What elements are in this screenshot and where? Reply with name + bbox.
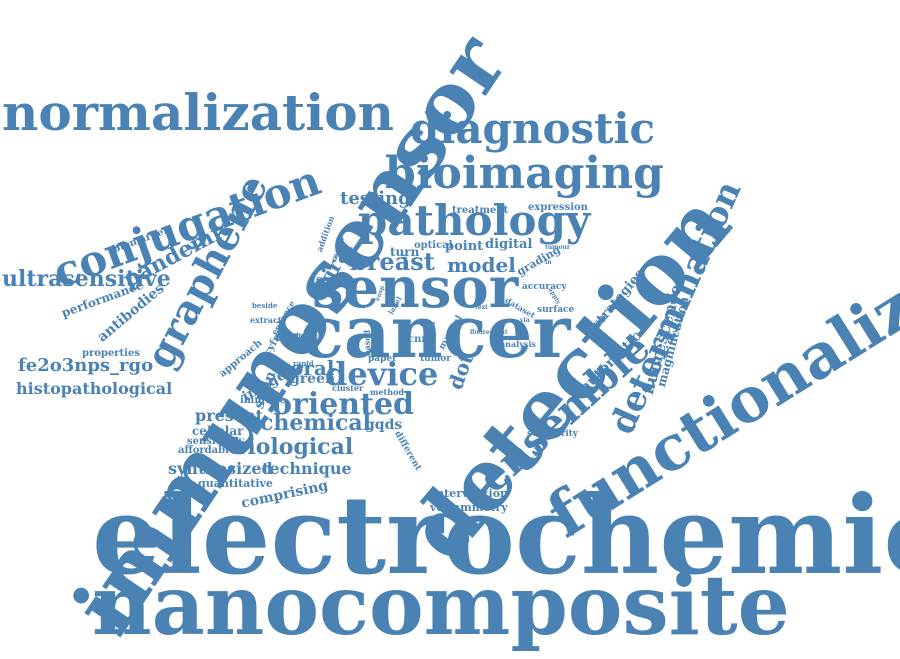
word: quantitative	[198, 477, 273, 490]
word: oriented	[272, 387, 415, 422]
word: pathology	[358, 196, 591, 245]
word: green	[290, 371, 336, 387]
word: extract	[250, 315, 282, 325]
word: selectivity	[527, 429, 579, 439]
word: tumor	[420, 354, 451, 364]
word: optical	[414, 240, 453, 251]
word: oral	[290, 356, 335, 380]
word: surface	[537, 305, 575, 315]
word: nanocomposite	[92, 558, 790, 654]
word: point	[445, 239, 484, 254]
word: sensor	[312, 255, 519, 321]
word: method	[370, 387, 404, 397]
word: expression	[528, 202, 588, 213]
word: bioimaging	[385, 148, 664, 199]
word: properties	[82, 348, 140, 359]
word: fe2o3nps_rgo	[18, 355, 154, 376]
word: histopathological	[16, 379, 173, 398]
word: testing	[340, 188, 411, 209]
word: quick	[286, 331, 308, 340]
word: voltammetry	[430, 501, 508, 514]
word: ultrasensitive	[2, 266, 171, 292]
word: model	[447, 253, 516, 277]
word: diagnostic	[410, 104, 656, 153]
word: rapid	[293, 359, 314, 368]
word: treatment	[452, 205, 509, 216]
word: electrochemical	[92, 473, 900, 599]
word: accuracy	[522, 282, 567, 292]
word: fluorescent	[470, 329, 508, 336]
word: free	[420, 319, 436, 328]
word: normalization	[2, 83, 394, 142]
word: immune	[240, 395, 286, 406]
word: text	[475, 304, 488, 311]
word: synthesized	[168, 459, 273, 478]
word: analysis	[500, 339, 536, 349]
word: based	[362, 330, 372, 356]
word: cell	[402, 253, 409, 266]
word: different	[392, 429, 423, 473]
word: paper	[368, 354, 397, 364]
word: cnns	[408, 334, 435, 345]
word: care	[275, 329, 309, 345]
word: in	[545, 259, 552, 266]
word: beside	[252, 301, 278, 310]
word: gqds	[365, 417, 403, 433]
word: breast	[350, 247, 435, 276]
word: turn	[390, 245, 420, 259]
word: cellular	[192, 424, 244, 438]
word: sar	[316, 273, 336, 286]
word: affordable	[178, 445, 236, 456]
word: chemical	[260, 410, 372, 436]
word: biological	[232, 434, 354, 460]
word: technique	[262, 459, 352, 478]
word: intervention	[432, 487, 509, 500]
word: tumour	[545, 244, 571, 251]
word: digital	[485, 237, 533, 252]
word: via	[520, 317, 530, 324]
word: cancer	[300, 289, 571, 374]
word: present	[195, 406, 264, 425]
word: device	[325, 355, 439, 393]
word: cluster	[332, 383, 364, 393]
word: sensitivity	[187, 436, 245, 447]
